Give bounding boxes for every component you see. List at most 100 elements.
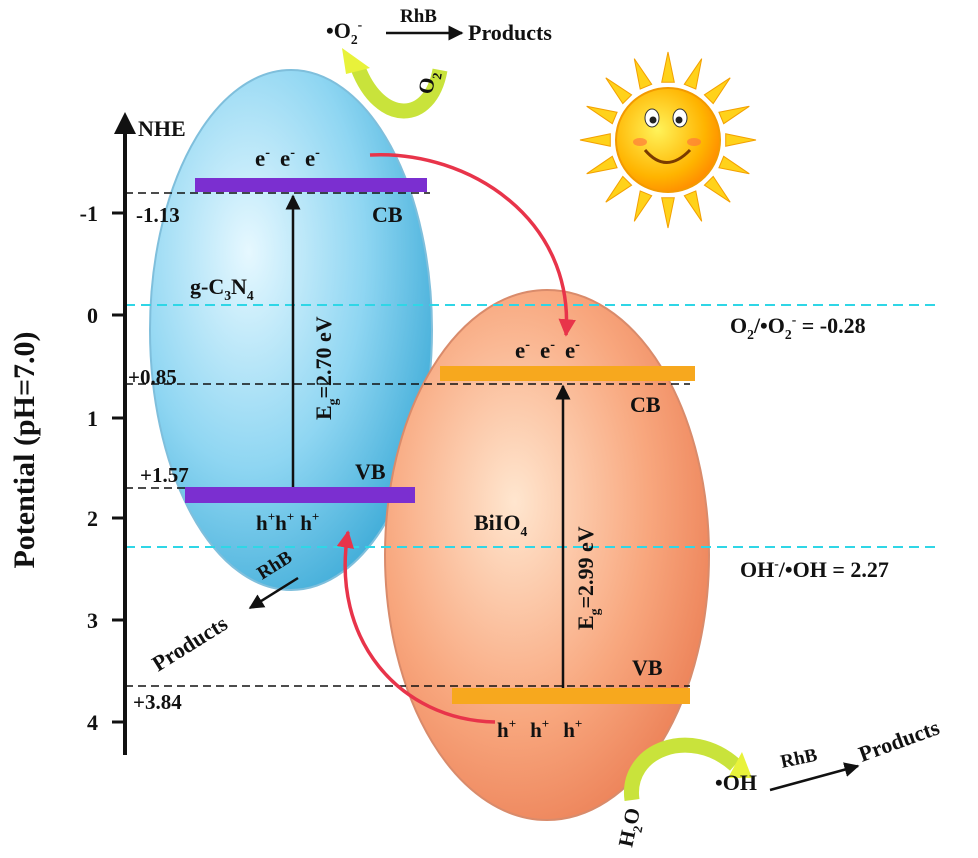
e: e bbox=[305, 146, 315, 171]
tick-label: 1 bbox=[87, 406, 98, 431]
ticks: -1 0 1 2 3 4 bbox=[80, 201, 125, 735]
sup: + bbox=[312, 509, 319, 524]
hole-transfer-arrow bbox=[336, 530, 496, 724]
cheek bbox=[633, 138, 647, 146]
level-label: +3.84 bbox=[133, 690, 182, 714]
sun-ray bbox=[703, 175, 731, 203]
tick-label: 3 bbox=[87, 608, 98, 633]
material-name: BiIO4 bbox=[474, 510, 527, 539]
sup: - bbox=[774, 556, 779, 571]
band-gap: Eg=2.70 eV bbox=[311, 316, 340, 420]
biio4-vb-band bbox=[452, 688, 690, 704]
t: E bbox=[311, 405, 336, 420]
arrowhead bbox=[728, 752, 752, 778]
sup: + bbox=[509, 716, 516, 731]
sup: - bbox=[792, 312, 797, 327]
sub: 2 bbox=[429, 71, 445, 80]
t: N bbox=[231, 274, 247, 299]
electrons: e-e-e- bbox=[515, 337, 580, 363]
sup: - bbox=[315, 145, 320, 161]
e: e bbox=[540, 338, 550, 363]
water-oxidation-arrow bbox=[624, 737, 740, 802]
g-c3n4-cb-band bbox=[195, 178, 427, 192]
holes: h+h+h+ bbox=[256, 509, 319, 535]
sup: + bbox=[542, 716, 549, 731]
h: h bbox=[256, 511, 268, 535]
sun-ray bbox=[605, 77, 633, 105]
reagent: RhB bbox=[779, 745, 820, 773]
t: /•OH = 2.27 bbox=[778, 557, 889, 582]
h: h bbox=[497, 718, 509, 742]
holes: h+h+h+ bbox=[497, 716, 582, 742]
pupil bbox=[649, 116, 657, 124]
cb-label: CB bbox=[630, 392, 661, 417]
cb-label: CB bbox=[372, 202, 403, 227]
e: e bbox=[280, 146, 290, 171]
tick-label: 0 bbox=[87, 303, 98, 328]
material-name: g-C3N4 bbox=[190, 274, 254, 303]
superoxide: •O2- bbox=[326, 17, 363, 47]
axis-title: NHE bbox=[138, 116, 186, 141]
tick-label: 2 bbox=[87, 506, 98, 531]
sub: 2 bbox=[785, 327, 792, 342]
e: e bbox=[565, 338, 575, 363]
biio4-cb-band bbox=[440, 366, 695, 381]
sup: - bbox=[358, 17, 363, 32]
sup: - bbox=[575, 337, 580, 353]
sun-ray bbox=[579, 133, 611, 147]
sup: + bbox=[268, 509, 275, 524]
t: =2.70 eV bbox=[311, 316, 336, 398]
electron-transfer-arrow bbox=[369, 153, 576, 337]
smile bbox=[643, 148, 692, 164]
tick-label: 4 bbox=[87, 710, 98, 735]
electrons: e-e-e- bbox=[255, 145, 320, 171]
sub: 3 bbox=[224, 288, 231, 303]
sub: g bbox=[587, 608, 602, 615]
vb-label: VB bbox=[632, 655, 663, 680]
product: Products bbox=[468, 20, 552, 45]
vb-label: VB bbox=[355, 459, 386, 484]
sup: - bbox=[525, 337, 530, 353]
reaction-arrow bbox=[769, 762, 860, 792]
water: H2O bbox=[613, 806, 649, 850]
t: •O bbox=[326, 18, 351, 43]
g-c3n4-vb-band bbox=[185, 487, 415, 503]
cheek bbox=[687, 138, 701, 146]
sun-disc bbox=[615, 87, 721, 193]
axis-arrowhead bbox=[114, 112, 136, 134]
oxidant: O2 bbox=[413, 69, 445, 96]
g-c3n4-ellipse bbox=[149, 69, 433, 591]
sub: g bbox=[325, 398, 340, 405]
arrowhead bbox=[342, 48, 370, 74]
pupil bbox=[675, 116, 683, 124]
biio4-ellipse bbox=[384, 289, 710, 821]
sun-ray bbox=[683, 58, 703, 90]
axis-label: Potential (pH=7.0) bbox=[8, 331, 41, 568]
sun-ray bbox=[661, 197, 675, 229]
t: BiIO bbox=[474, 510, 520, 535]
sub: 2 bbox=[351, 32, 358, 47]
oh-reference-label: OH-/•OH = 2.27 bbox=[740, 556, 889, 582]
sun-ray bbox=[605, 175, 633, 203]
product: Products bbox=[147, 610, 232, 676]
sun-ray bbox=[586, 105, 618, 125]
e: e bbox=[255, 146, 265, 171]
sun-ray bbox=[633, 58, 653, 90]
sun-ray bbox=[718, 105, 750, 125]
t: OH bbox=[740, 557, 774, 582]
h: h bbox=[563, 718, 575, 742]
reaction-arrow bbox=[248, 576, 299, 610]
sup: - bbox=[550, 337, 555, 353]
sun bbox=[579, 51, 757, 229]
h: h bbox=[275, 511, 287, 535]
tick-label: -1 bbox=[80, 201, 98, 226]
level-label: +1.57 bbox=[140, 463, 189, 487]
t: O bbox=[730, 313, 747, 338]
hydroxyl: •OH bbox=[715, 770, 757, 795]
t: =2.99 eV bbox=[573, 526, 598, 608]
sun-ray bbox=[718, 155, 750, 175]
level-label: +0.85 bbox=[128, 365, 177, 389]
h: h bbox=[300, 511, 312, 535]
level-label: -1.13 bbox=[136, 203, 180, 227]
